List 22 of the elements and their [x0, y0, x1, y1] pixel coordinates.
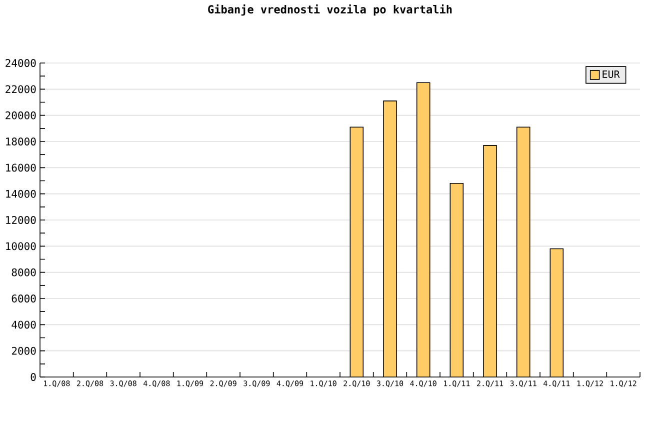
- y-tick-label: 6000: [12, 294, 36, 302]
- y-tick-label: 4000: [12, 320, 36, 329]
- bar: [450, 183, 464, 377]
- y-tick-label: 10000: [6, 242, 36, 250]
- y-tick-label: 18000: [6, 138, 36, 146]
- y-tick-label: 20000: [6, 111, 36, 120]
- legend-label: EUR: [602, 70, 620, 78]
- bar: [484, 145, 497, 377]
- y-tick-label: 22000: [6, 85, 36, 94]
- y-tick-label: 14000: [6, 190, 36, 198]
- bar: [416, 82, 430, 377]
- bar: [384, 100, 397, 377]
- y-tick-label: 2000: [12, 346, 36, 355]
- y-tick-label: 0: [30, 373, 36, 381]
- bar: [516, 127, 530, 377]
- bar: [350, 127, 364, 377]
- chart-title: Gibanje vrednosti vozila po kvartalih: [208, 4, 452, 16]
- y-tick-label: 24000: [6, 59, 36, 67]
- y-tick-label: 8000: [12, 268, 36, 276]
- bar: [550, 248, 564, 377]
- y-tick-label: 16000: [6, 164, 36, 172]
- y-tick-label: 12000: [6, 216, 36, 224]
